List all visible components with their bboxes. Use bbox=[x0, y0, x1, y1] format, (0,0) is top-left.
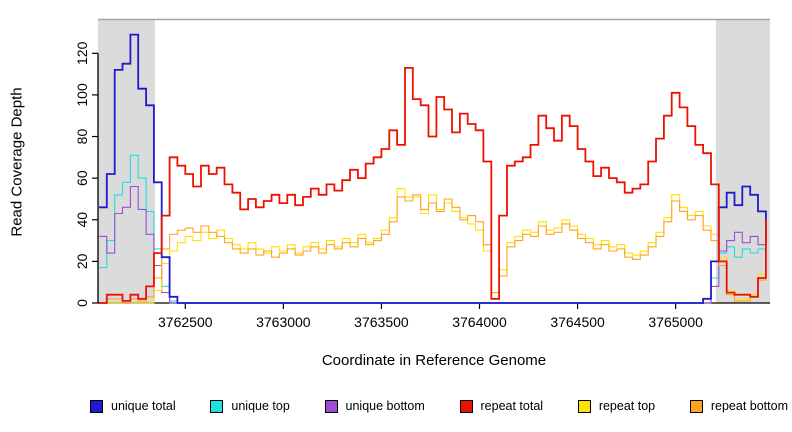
x-tick-label: 3762500 bbox=[158, 314, 213, 330]
series-line-unique-top bbox=[99, 154, 767, 304]
legend-swatch-unique-bottom bbox=[324, 399, 338, 413]
legend: unique total unique top unique bottom repea… bbox=[90, 396, 788, 416]
series-line-repeat-total bbox=[99, 67, 767, 304]
y-tick-label: 20 bbox=[74, 253, 90, 269]
legend-swatch-repeat-total bbox=[459, 399, 473, 413]
legend-label: unique total bbox=[111, 399, 176, 413]
legend-item-repeat-top: repeat top bbox=[577, 399, 656, 413]
x-tick-label: 3763500 bbox=[354, 314, 409, 330]
y-tick-label: 40 bbox=[74, 212, 90, 228]
plot-canvas: 3762500 3763000 3763500 3764000 3764500 37650… bbox=[74, 18, 770, 330]
legend-item-unique-top: unique top bbox=[210, 399, 290, 413]
legend-item-unique-total: unique total bbox=[90, 399, 176, 413]
y-axis-title: Read Coverage Depth bbox=[8, 87, 26, 237]
legend-swatch-unique-top bbox=[210, 399, 224, 413]
series-line-repeat-bottom bbox=[99, 194, 767, 304]
shaded-region-1 bbox=[715, 20, 770, 303]
series-line-unique-total bbox=[99, 33, 767, 304]
shaded-region-0 bbox=[98, 20, 155, 303]
y-tick-label: 60 bbox=[74, 170, 90, 186]
legend-label: unique top bbox=[231, 399, 290, 413]
series-line-repeat-top bbox=[99, 188, 767, 304]
legend-swatch-repeat-top bbox=[577, 399, 591, 413]
legend-label: repeat total bbox=[480, 399, 544, 413]
y-tick-label: 0 bbox=[74, 299, 90, 307]
y-tick-label: 80 bbox=[74, 129, 90, 145]
series-line-unique-bottom bbox=[99, 185, 767, 304]
legend-swatch-repeat-bottom bbox=[689, 399, 703, 413]
legend-label: repeat top bbox=[598, 399, 656, 413]
x-tick-label: 3764000 bbox=[452, 314, 507, 330]
x-tick-label: 3765000 bbox=[648, 314, 703, 330]
x-tick-label: 3764500 bbox=[550, 314, 605, 330]
legend-item-repeat-bottom: repeat bottom bbox=[689, 399, 788, 413]
y-tick-label: 120 bbox=[74, 41, 90, 65]
x-axis-title: Coordinate in Reference Genome bbox=[321, 352, 547, 369]
legend-swatch-unique-total bbox=[90, 399, 103, 413]
legend-item-repeat-total: repeat total bbox=[459, 399, 544, 413]
x-tick-label: 3763000 bbox=[256, 314, 311, 330]
y-tick-label: 100 bbox=[74, 83, 90, 107]
legend-label: unique bottom bbox=[345, 399, 425, 413]
legend-item-unique-bottom: unique bottom bbox=[324, 399, 425, 413]
legend-label: repeat bottom bbox=[710, 399, 788, 413]
